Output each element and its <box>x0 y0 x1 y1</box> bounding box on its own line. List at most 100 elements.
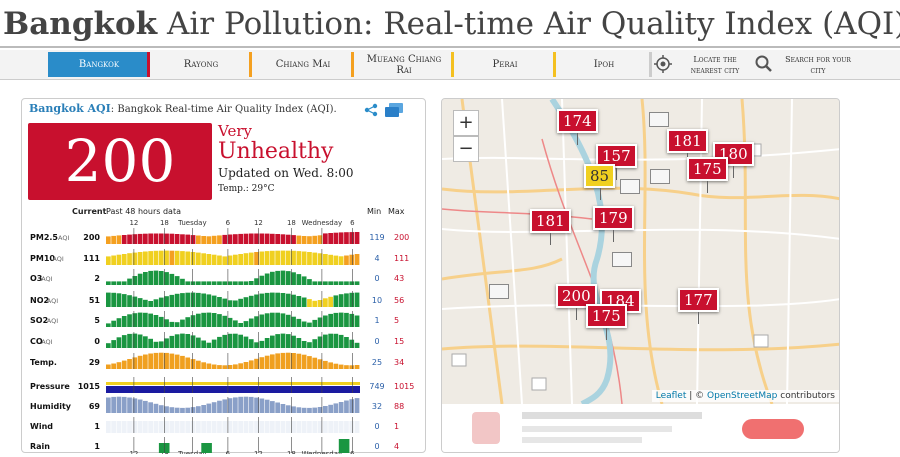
attribution-rest: contributors <box>777 391 835 401</box>
history-bar <box>301 354 307 369</box>
map-marker-aqi[interactable]: 175 <box>586 304 627 340</box>
city-map[interactable]: + − 174 181 157 180 175 85 181 179 200 1… <box>441 98 840 453</box>
history-bar <box>328 313 333 327</box>
nav-item-mueang-chiang-rai[interactable]: Mueang Chiang Rai <box>354 52 454 77</box>
history-bar <box>259 340 265 348</box>
map-marker-aqi[interactable]: 177 <box>678 288 719 324</box>
history-bar <box>201 421 206 433</box>
history-bar <box>275 250 280 265</box>
history-bar <box>296 296 302 307</box>
row-label: O3 <box>30 274 42 283</box>
row-min-value: 32 <box>372 402 382 411</box>
history-bar <box>296 251 302 265</box>
history-bar <box>158 341 164 348</box>
history-bar <box>307 342 312 348</box>
history-bar <box>137 233 143 244</box>
map-marker-no-data[interactable] <box>612 252 632 267</box>
map-marker-no-data[interactable] <box>620 179 640 194</box>
map-marker-aqi[interactable]: 180 <box>713 142 754 178</box>
history-bar <box>291 272 296 285</box>
history-bar <box>222 421 228 433</box>
locate-nearest-button[interactable]: Locate the nearest city <box>680 52 750 77</box>
history-bar <box>132 357 138 369</box>
history-bar <box>323 421 328 433</box>
map-tiles[interactable] <box>442 99 840 404</box>
map-marker-aqi[interactable]: 179 <box>593 206 634 242</box>
map-marker-aqi[interactable]: 181 <box>530 209 571 245</box>
row-min-value: 119 <box>369 233 384 242</box>
row-current-value: 2 <box>94 274 100 283</box>
history-bar <box>143 312 148 327</box>
history-bar <box>333 312 339 327</box>
map-marker-aqi[interactable]: 181 <box>667 129 708 165</box>
history-bar <box>233 281 238 285</box>
history-bar <box>116 281 122 285</box>
history-bar <box>344 255 349 265</box>
history-bar <box>121 335 127 348</box>
history-bar <box>227 255 233 265</box>
map-marker-aqi[interactable]: 174 <box>557 109 598 145</box>
zoom-in-button[interactable]: + <box>453 110 479 136</box>
map-marker-aqi[interactable]: 200 <box>556 284 597 320</box>
history-bar <box>206 281 212 285</box>
history-bar <box>312 300 318 307</box>
map-marker-aqi[interactable]: 157 <box>596 144 637 180</box>
ad-banner[interactable] <box>442 404 839 452</box>
history-bar <box>174 322 180 327</box>
map-marker-no-data[interactable] <box>649 112 669 127</box>
nav-item-rayong[interactable]: Rayong <box>150 52 252 77</box>
search-icon[interactable] <box>754 54 774 74</box>
search-city-button[interactable]: Search for your city <box>782 52 854 77</box>
history-bar <box>201 281 206 285</box>
history-bar <box>158 250 164 265</box>
history-bar <box>264 421 270 433</box>
history-bar <box>180 278 185 285</box>
aqi-level: Very Unhealthy <box>218 123 334 165</box>
nav-item-bangkok[interactable]: Bangkok <box>48 52 150 77</box>
history-bar <box>344 400 349 413</box>
row-current-value: 200 <box>83 233 100 242</box>
map-marker-no-data[interactable] <box>489 284 509 299</box>
history-bar <box>344 232 349 244</box>
history-bar <box>317 421 323 433</box>
title-rest: Air Pollution: Real-time Air Quality Ind… <box>167 6 900 42</box>
history-bar <box>270 401 275 413</box>
history-bar <box>174 421 180 433</box>
share-icon[interactable] <box>364 103 378 117</box>
ad-cta-button[interactable] <box>742 419 804 439</box>
nav-color-bar <box>249 52 252 77</box>
locate-icon[interactable] <box>653 54 673 74</box>
history-bar <box>254 252 259 265</box>
embed-widget-icon[interactable] <box>384 102 404 118</box>
map-marker-aqi[interactable]: 175 <box>687 157 728 193</box>
history-bar <box>243 233 249 244</box>
history-bar <box>344 337 349 348</box>
history-bar <box>333 232 339 244</box>
aqi-panel: Bangkok AQI: Bangkok Real-time Air Quali… <box>21 98 426 454</box>
nav-item-perai[interactable]: Perai <box>454 52 556 77</box>
nav-item-ipoh[interactable]: Ipoh <box>556 52 652 77</box>
history-bar <box>201 340 206 348</box>
map-marker-no-data[interactable] <box>650 169 670 184</box>
row-min-value: 0 <box>374 442 379 451</box>
history-bar <box>312 252 318 265</box>
history-bar <box>317 281 323 285</box>
map-marker-aqi[interactable]: 85 <box>584 164 616 200</box>
leaflet-link[interactable]: Leaflet <box>655 391 687 401</box>
history-bar <box>312 339 318 348</box>
history-bar <box>349 421 355 433</box>
osm-link[interactable]: OpenStreetMap <box>707 391 778 401</box>
row-unit: AQI <box>52 255 63 263</box>
row-max-value: 1015 <box>394 382 414 391</box>
history-bar <box>169 353 175 369</box>
zoom-out-button[interactable]: − <box>453 136 479 162</box>
history-bar <box>254 316 259 327</box>
panel-city[interactable]: Bangkok AQI <box>29 102 111 115</box>
history-bar <box>280 421 286 433</box>
history-bar <box>127 359 132 369</box>
history-bar <box>190 235 196 244</box>
history-bar <box>354 315 360 327</box>
history-bar <box>317 235 323 244</box>
nav-item-chiang-mai[interactable]: Chiang Mai <box>252 52 354 77</box>
history-bar <box>180 355 185 369</box>
